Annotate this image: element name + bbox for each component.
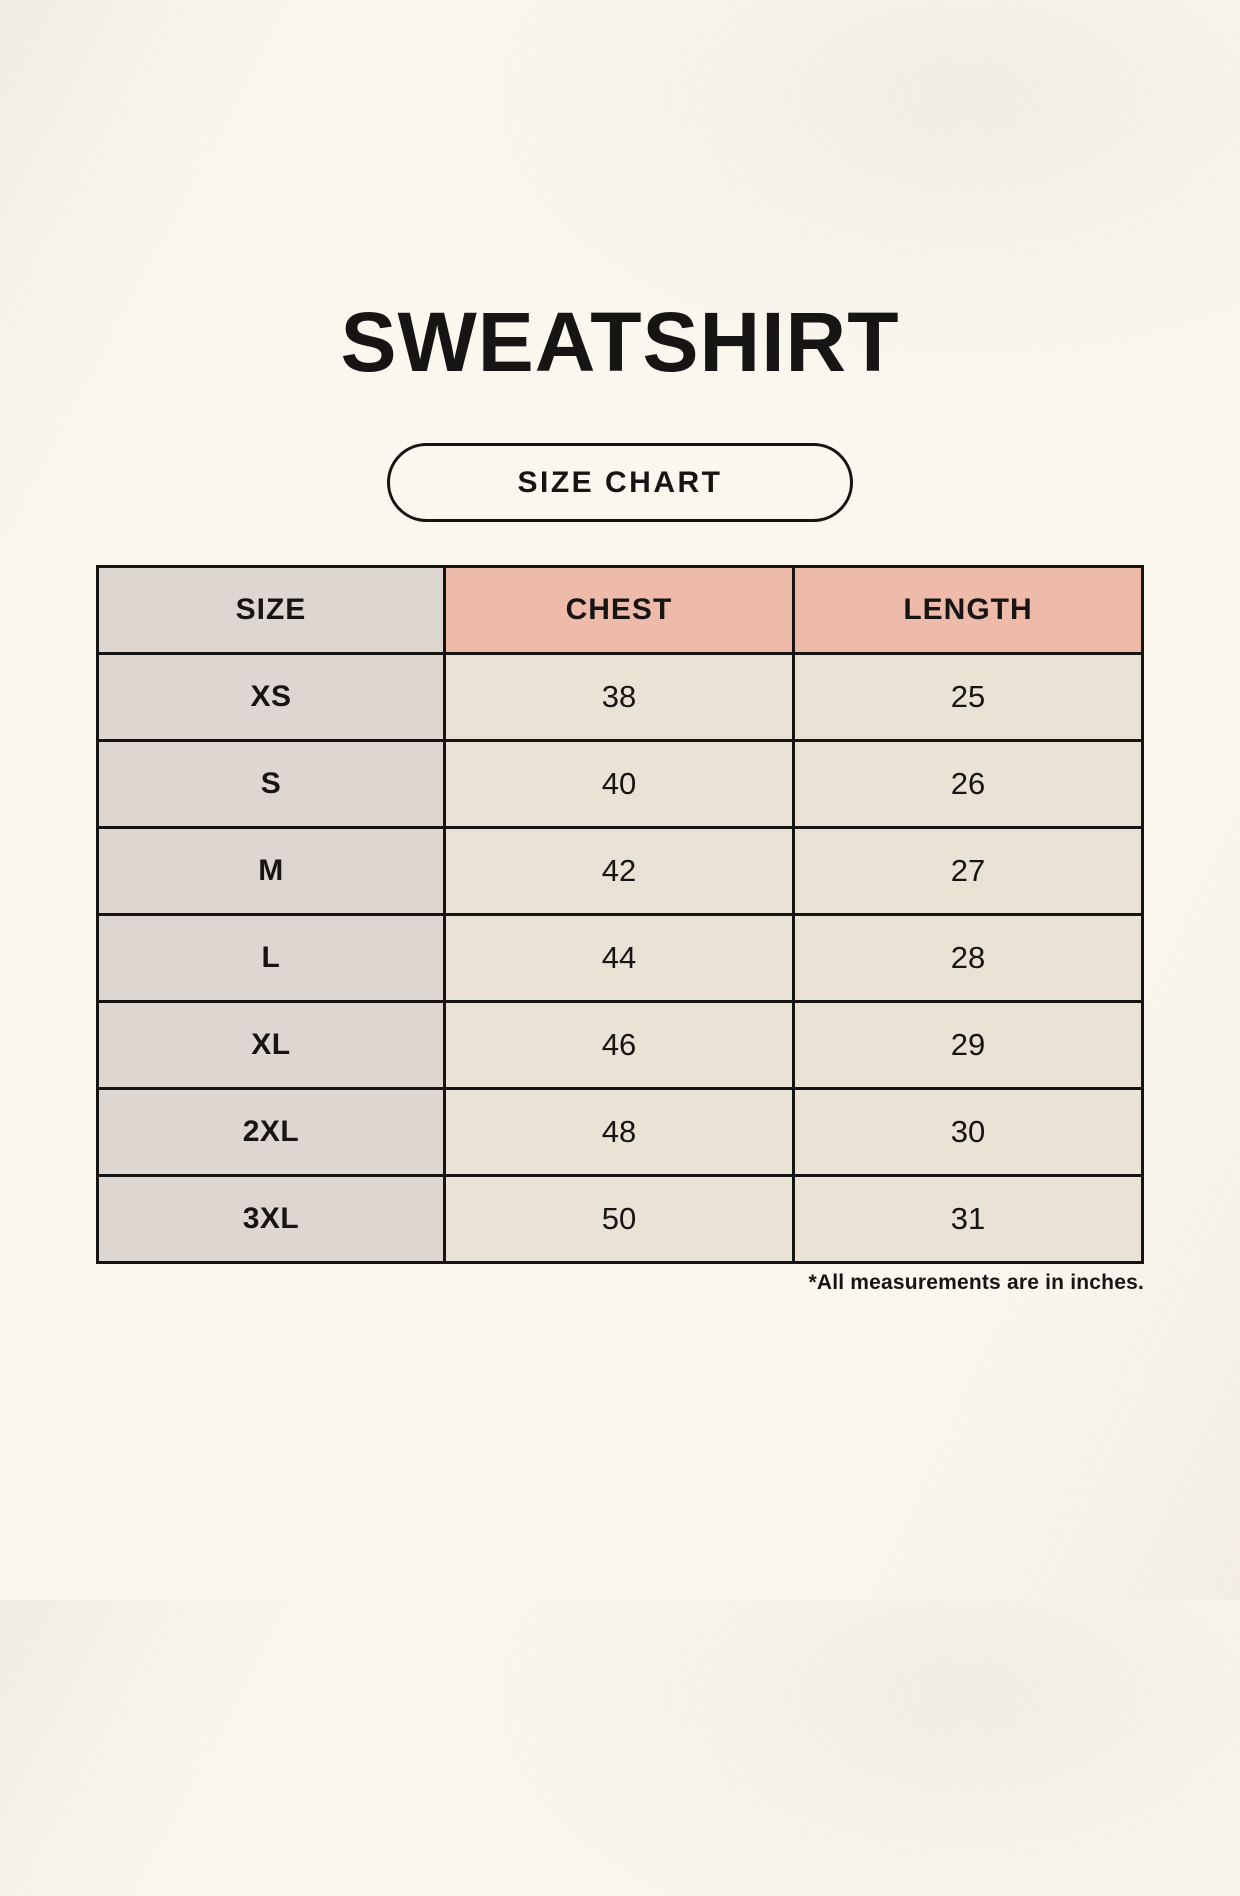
cell-length: 26 bbox=[791, 739, 1145, 830]
table-row-l: L 44 28 bbox=[96, 913, 1145, 1004]
cell-size: 3XL bbox=[96, 1174, 446, 1265]
cell-chest: 38 bbox=[442, 652, 795, 743]
cell-length: 25 bbox=[791, 652, 1145, 743]
cell-chest: 40 bbox=[442, 739, 795, 830]
cell-chest: 44 bbox=[442, 913, 795, 1004]
cell-size: XL bbox=[96, 1000, 446, 1091]
column-header-chest: CHEST bbox=[442, 565, 795, 656]
table-header-row: SIZE CHEST LENGTH bbox=[96, 565, 1145, 656]
cell-length: 30 bbox=[791, 1087, 1145, 1178]
cell-size: S bbox=[96, 739, 446, 830]
table-row-m: M 42 27 bbox=[96, 826, 1145, 917]
cell-length: 28 bbox=[791, 913, 1145, 1004]
cell-size: 2XL bbox=[96, 1087, 446, 1178]
size-chart-badge-label: SIZE CHART bbox=[517, 465, 723, 499]
cell-size: XS bbox=[96, 652, 446, 743]
table-row-xs: XS 38 25 bbox=[96, 652, 1145, 743]
cell-length: 27 bbox=[791, 826, 1145, 917]
table-row-3xl: 3XL 50 31 bbox=[96, 1174, 1145, 1265]
cell-chest: 48 bbox=[442, 1087, 795, 1178]
cell-chest: 50 bbox=[442, 1174, 795, 1265]
measurements-footnote: *All measurements are in inches. bbox=[808, 1271, 1144, 1295]
page: SWEATSHIRT SIZE CHART SIZE CHEST LENGTH … bbox=[0, 296, 1240, 1295]
table-row-s: S 40 26 bbox=[96, 739, 1145, 830]
cell-chest: 42 bbox=[442, 826, 795, 917]
size-chart-table: SIZE CHEST LENGTH XS 38 25 S 40 26 M 42 … bbox=[96, 565, 1145, 1265]
cell-length: 31 bbox=[791, 1174, 1145, 1265]
table-row-2xl: 2XL 48 30 bbox=[96, 1087, 1145, 1178]
cell-chest: 46 bbox=[442, 1000, 795, 1091]
column-header-size: SIZE bbox=[96, 565, 446, 656]
table-row-xl: XL 46 29 bbox=[96, 1000, 1145, 1091]
cell-size: M bbox=[96, 826, 446, 917]
cell-size: L bbox=[96, 913, 446, 1004]
cell-length: 29 bbox=[791, 1000, 1145, 1091]
page-title: SWEATSHIRT bbox=[340, 295, 900, 389]
column-header-length: LENGTH bbox=[791, 565, 1145, 656]
size-chart-badge: SIZE CHART bbox=[387, 443, 853, 523]
